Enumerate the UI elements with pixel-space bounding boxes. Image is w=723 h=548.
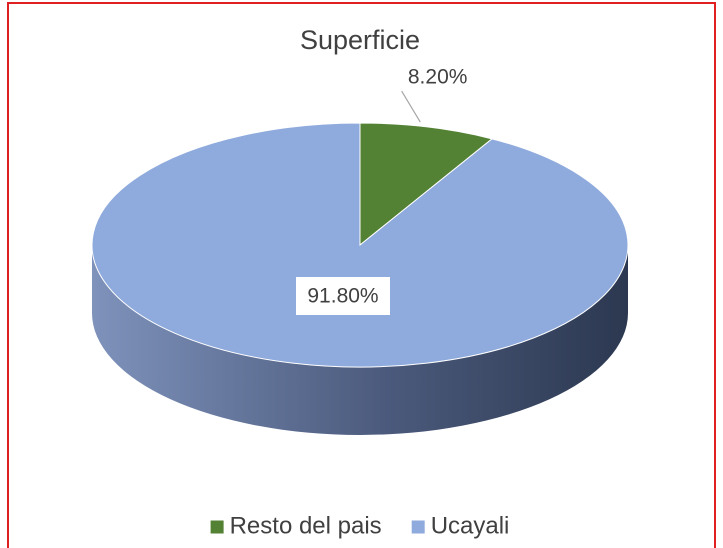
data-label-box — [296, 277, 390, 315]
data-label: 8.20% — [408, 66, 468, 89]
legend-label: Ucayali — [431, 512, 510, 539]
chart-title: Superficie — [300, 25, 420, 55]
data-label: 91.80% — [307, 285, 378, 308]
legend-swatch — [210, 520, 224, 534]
pie-slice — [91, 122, 629, 368]
legend-label: Resto del pais — [230, 512, 382, 539]
pie-side — [92, 245, 628, 435]
pie-slice — [359, 122, 494, 247]
leader-line — [401, 90, 421, 123]
legend-swatch — [411, 520, 425, 534]
